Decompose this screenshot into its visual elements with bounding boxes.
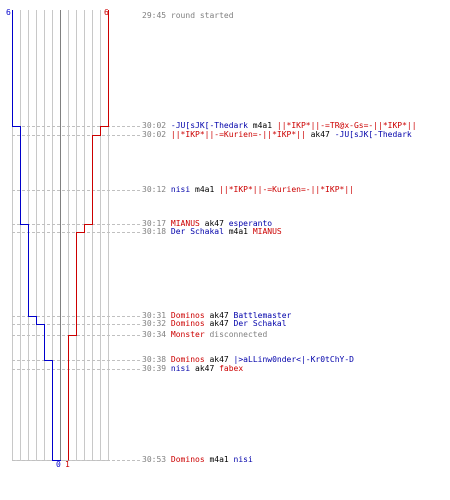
blue-end-score: 0 <box>56 460 61 469</box>
weapon-name: ak47 <box>204 355 234 364</box>
blue-player-name: -JU[sJK[-Thedark <box>170 121 248 130</box>
event-time: 30:02 <box>142 121 167 130</box>
event-message: disconnected <box>204 330 268 339</box>
event-time: 30:12 <box>142 185 167 194</box>
red-player-name: Dominos <box>170 311 205 320</box>
blue-player-name: esperanto <box>228 219 273 228</box>
weapon-name: ak47 <box>204 311 234 320</box>
event-time: 30:38 <box>142 355 167 364</box>
event-log-line: 30:34 Monster disconnected <box>142 330 267 340</box>
event-log-line: 30:17 MIANUS ak47 esperanto <box>142 219 272 229</box>
event-log-line: 30:53 Dominos m4a1 nisi <box>142 455 253 465</box>
red-player-name: Monster <box>170 330 205 339</box>
blue-player-name: Der Schakal <box>170 227 224 236</box>
event-log-line: 30:38 Dominos ak47 |>aLLinw0nder<|-Kr0tC… <box>142 355 354 365</box>
red-start-score: 6 <box>104 8 109 17</box>
red-player-name: ||*IKP*||-=Kurien=-||*IKP*|| <box>170 130 306 139</box>
event-time: 30:39 <box>142 364 167 373</box>
red-player-name: Dominos <box>170 319 205 328</box>
red-player-name: Dominos <box>170 455 205 464</box>
weapon-name: m4a1 <box>223 227 253 236</box>
event-time: 30:17 <box>142 219 167 228</box>
event-time: 30:53 <box>142 455 167 464</box>
event-log-line: 30:02 ||*IKP*||-=Kurien=-||*IKP*|| ak47 … <box>142 130 412 140</box>
event-time: 30:32 <box>142 319 167 328</box>
event-log-line: 30:39 nisi ak47 fabex <box>142 364 243 374</box>
event-message: round started <box>170 11 234 20</box>
event-log-line: 29:45 round started <box>142 11 234 21</box>
red-player-name: MIANUS <box>170 219 200 228</box>
weapon-name: ak47 <box>204 319 234 328</box>
event-time: 30:34 <box>142 330 167 339</box>
blue-start-score: 6 <box>6 8 11 17</box>
event-time: 30:02 <box>142 130 167 139</box>
weapon-name: ak47 <box>305 130 335 139</box>
red-player-name: ||*IKP*||-=Kurien=-||*IKP*|| <box>219 185 354 194</box>
weapon-name: ak47 <box>199 219 229 228</box>
blue-player-name: nisi <box>170 185 191 194</box>
blue-player-name: Battlemaster <box>233 311 292 320</box>
blue-player-name: -JU[sJK[-Thedark <box>334 130 412 139</box>
weapon-name: m4a1 <box>190 185 220 194</box>
red-player-name: Dominos <box>170 355 205 364</box>
blue-player-name: nisi <box>170 364 191 373</box>
event-log-line: 30:32 Dominos ak47 Der Schakal <box>142 319 287 329</box>
event-time: 30:18 <box>142 227 167 236</box>
red-player-name: fabex <box>219 364 244 373</box>
blue-player-name: |>aLLinw0nder<|-Kr0tChY-D <box>233 355 354 364</box>
blue-player-name: Der Schakal <box>233 319 287 328</box>
event-log-line: 30:31 Dominos ak47 Battlemaster <box>142 311 291 321</box>
blue-player-name: nisi <box>233 455 253 464</box>
weapon-name: ak47 <box>190 364 220 373</box>
blue-team-alive-line <box>12 10 61 461</box>
weapon-name: m4a1 <box>247 121 277 130</box>
red-team-alive-line <box>68 10 109 461</box>
event-time: 30:31 <box>142 311 167 320</box>
red-end-score: 1 <box>65 460 70 469</box>
red-player-name: MIANUS <box>252 227 282 236</box>
weapon-name: m4a1 <box>204 455 234 464</box>
event-log-line: 30:18 Der Schakal m4a1 MIANUS <box>142 227 282 237</box>
event-log-line: 30:12 nisi m4a1 ||*IKP*||-=Kurien=-||*IK… <box>142 185 354 195</box>
event-log-line: 30:02 -JU[sJK[-Thedark m4a1 ||*IKP*||-=T… <box>142 121 417 131</box>
event-time: 29:45 <box>142 11 167 20</box>
red-player-name: ||*IKP*||-=TR@x-Gs=-||*IKP*|| <box>276 121 417 130</box>
